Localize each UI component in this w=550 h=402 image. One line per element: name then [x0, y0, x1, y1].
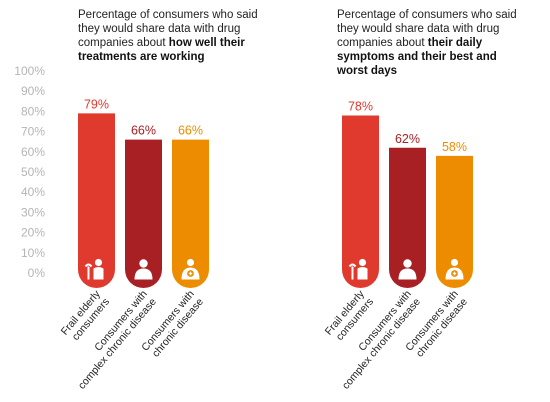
- bar: [342, 115, 379, 288]
- chart-title-right-bold: their daily symptoms and their best and …: [337, 37, 497, 77]
- y-tick-label: 80%: [21, 104, 45, 118]
- value-label: 62%: [395, 132, 420, 146]
- bar: [125, 139, 162, 288]
- bar: [436, 155, 473, 288]
- y-tick-label: 70%: [21, 125, 45, 139]
- value-label: 66%: [131, 124, 156, 138]
- value-label: 58%: [442, 140, 467, 154]
- chart-title-left-bold: how well their treatments are working: [78, 37, 245, 63]
- value-label: 79%: [84, 97, 109, 111]
- complex-chronic-icon: [134, 259, 153, 280]
- chart-title-right-text: Percentage of consumers who said they wo…: [337, 9, 517, 49]
- y-tick-label: 100%: [14, 64, 45, 78]
- chart-title-left: Percentage of consumers who said they wo…: [78, 8, 268, 64]
- value-label: 78%: [348, 99, 373, 113]
- y-tick-label: 90%: [21, 84, 45, 98]
- y-tick-label: 30%: [21, 205, 45, 219]
- bar: [172, 139, 209, 288]
- chart-title-right: Percentage of consumers who said they wo…: [337, 8, 527, 78]
- y-tick-label: 50%: [21, 165, 45, 179]
- frail-elderly-icon: [84, 258, 104, 280]
- bar: [389, 147, 426, 288]
- complex-chronic-icon: [398, 259, 417, 280]
- y-tick-label: 20%: [21, 226, 45, 240]
- bar: [78, 113, 115, 288]
- y-tick-label: 60%: [21, 145, 45, 159]
- y-tick-label: 40%: [21, 185, 45, 199]
- frail-elderly-icon: [348, 258, 368, 280]
- y-tick-label: 10%: [21, 246, 45, 260]
- value-label: 66%: [178, 124, 203, 138]
- chronic-icon: [445, 258, 464, 280]
- y-tick-label: 0%: [28, 266, 46, 280]
- chronic-icon: [181, 258, 200, 280]
- chart-title-left-text: Percentage of consumers who said they wo…: [78, 9, 258, 49]
